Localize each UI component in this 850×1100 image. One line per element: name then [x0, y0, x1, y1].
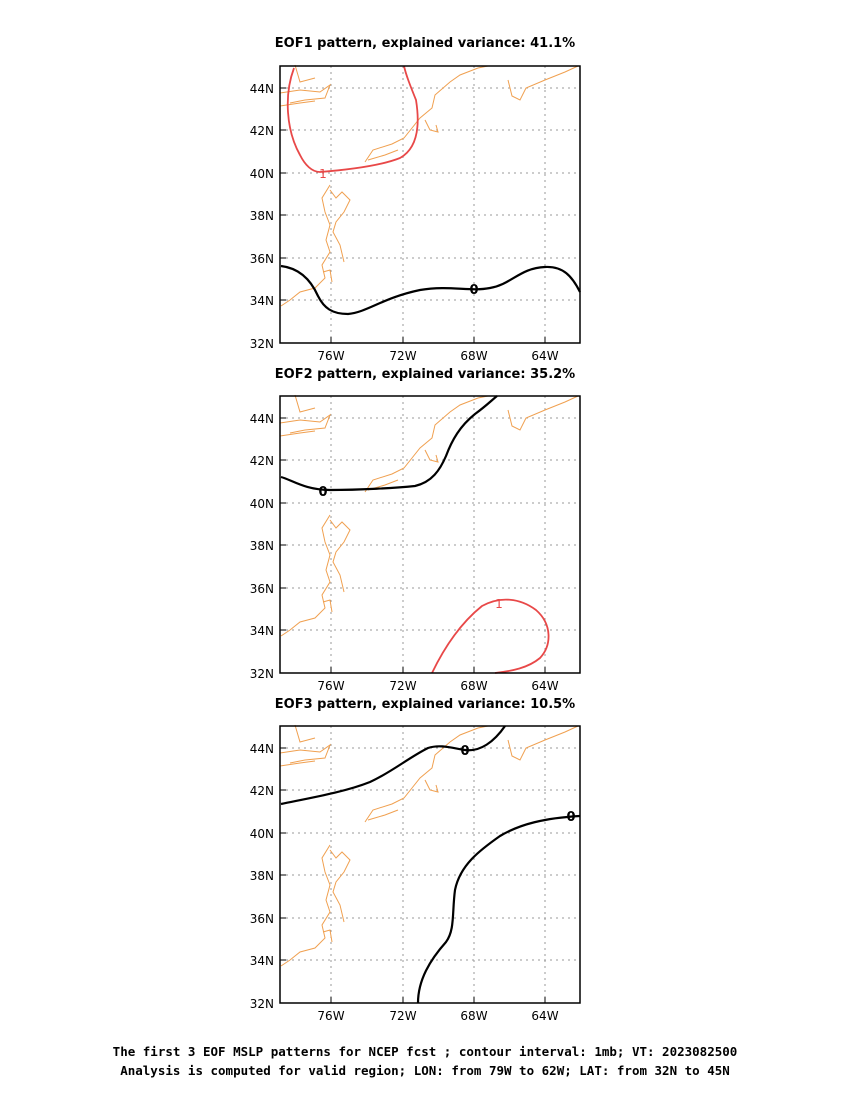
lat-labels: 44N 42N 40N 38N 36N 34N 32N	[250, 742, 274, 1011]
lat-label: 40N	[250, 167, 274, 181]
lon-label: 68W	[460, 679, 487, 693]
grid-lines	[280, 396, 580, 673]
lat-labels: 44N 42N 40N 38N 36N 34N 32N	[250, 412, 274, 681]
coastline	[279, 394, 579, 637]
contour-0-label: 0	[460, 744, 469, 759]
grid-lines	[280, 66, 580, 343]
map-frame	[279, 395, 581, 674]
lat-label: 32N	[250, 667, 274, 681]
lon-label: 76W	[317, 349, 344, 363]
coastline	[279, 64, 579, 307]
contour-1-label: 1	[495, 597, 503, 611]
footer-line-2: Analysis is computed for valid region; L…	[120, 1063, 730, 1078]
lat-labels: 44N 42N 40N 38N 36N 34N 32N	[250, 82, 274, 351]
axis-ticks	[280, 747, 546, 1003]
footer-line-1: The first 3 EOF MSLP patterns for NCEP f…	[112, 1044, 738, 1059]
lon-label: 68W	[460, 349, 487, 363]
map-frame	[279, 65, 581, 344]
lat-label: 42N	[250, 784, 274, 798]
lat-label: 40N	[250, 827, 274, 841]
lon-label: 64W	[531, 1009, 558, 1023]
lat-label: 42N	[250, 454, 274, 468]
lon-labels: 76W 72W 68W 64W	[317, 349, 558, 363]
contour-0-label: 0	[469, 283, 478, 298]
lat-label: 36N	[250, 582, 274, 596]
lat-label: 38N	[250, 869, 274, 883]
lon-label: 72W	[389, 679, 416, 693]
contour-1-line	[431, 598, 550, 674]
lon-label: 72W	[389, 1009, 416, 1023]
axis-ticks	[280, 87, 546, 343]
contour-0-line	[280, 395, 498, 492]
lat-label: 32N	[250, 997, 274, 1011]
lon-labels: 76W 72W 68W 64W	[317, 1009, 558, 1023]
eof1-map: 1 0 44N 42N 40N 38N 36N 34N 32N 76W 72W …	[250, 64, 581, 363]
lat-label: 44N	[250, 82, 274, 96]
map-frame	[279, 725, 581, 1004]
eof2-map: 0 1 44N 42N 40N 38N 36N 34N 32N 76W 72W …	[250, 394, 581, 693]
contour-0-label: 0	[318, 485, 327, 500]
contour-0-line-north	[280, 725, 506, 806]
lon-label: 64W	[531, 679, 558, 693]
axis-ticks	[280, 417, 546, 673]
lat-label: 44N	[250, 412, 274, 426]
lon-label: 68W	[460, 1009, 487, 1023]
contour-1-label: 1	[319, 167, 327, 181]
lat-label: 36N	[250, 252, 274, 266]
contour-0-line-east	[416, 814, 581, 1004]
contour-0-line	[280, 264, 581, 316]
lon-label: 76W	[317, 1009, 344, 1023]
contour-0-label-east: 0	[566, 810, 575, 825]
coastline	[279, 724, 579, 967]
lat-label: 34N	[250, 294, 274, 308]
lat-label: 32N	[250, 337, 274, 351]
contour-1-line	[286, 65, 419, 173]
lon-label: 72W	[389, 349, 416, 363]
lat-label: 34N	[250, 624, 274, 638]
panel-3-title: EOF3 pattern, explained variance: 10.5%	[274, 697, 576, 712]
eof3-map: 0 0 44N 42N 40N 38N 36N 34N 32N 76W 72W …	[250, 724, 581, 1023]
panel-1-title: EOF1 pattern, explained variance: 41.1%	[274, 36, 576, 51]
lat-label: 40N	[250, 497, 274, 511]
lon-labels: 76W 72W 68W 64W	[317, 679, 558, 693]
lat-label: 38N	[250, 209, 274, 223]
lon-label: 76W	[317, 679, 344, 693]
lat-label: 44N	[250, 742, 274, 756]
lat-label: 38N	[250, 539, 274, 553]
lat-label: 36N	[250, 912, 274, 926]
lat-label: 42N	[250, 124, 274, 138]
lon-label: 64W	[531, 349, 558, 363]
lat-label: 34N	[250, 954, 274, 968]
panel-2-title: EOF2 pattern, explained variance: 35.2%	[274, 367, 576, 382]
